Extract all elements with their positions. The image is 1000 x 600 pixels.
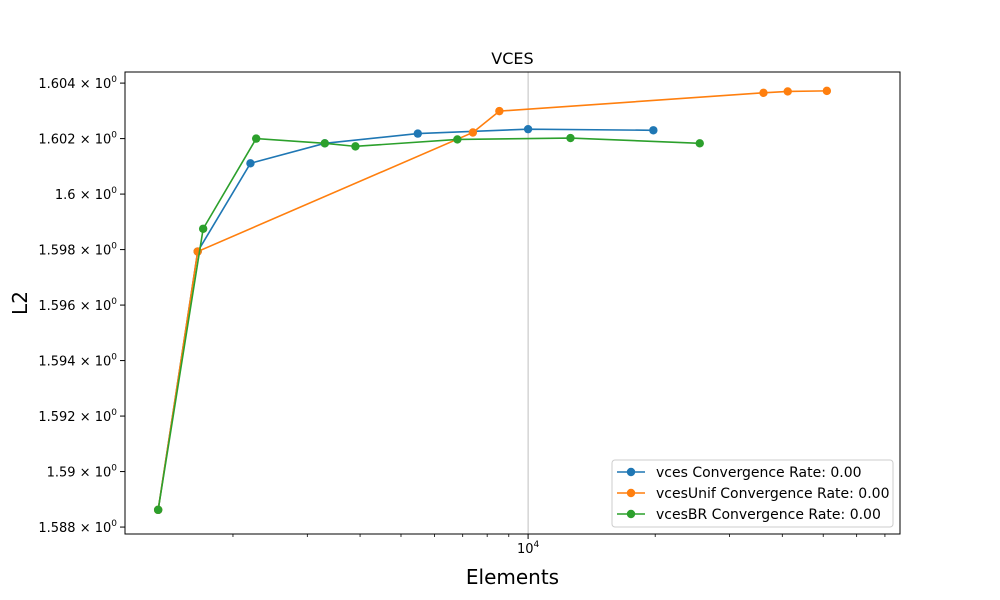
x-tick-label: 104 [517, 540, 540, 557]
data-point [320, 139, 329, 148]
legend-box [611, 459, 894, 528]
y-tick-label: 1.604 × 100 [38, 75, 117, 92]
chart-title: VCES [491, 49, 533, 68]
legend-marker [626, 488, 636, 498]
legend-marker [626, 509, 636, 519]
data-point [523, 124, 533, 134]
data-point [822, 86, 832, 96]
y-tick-label: 1.598 × 100 [38, 242, 117, 259]
data-point [153, 505, 163, 515]
y-tick-label: 1.592 × 100 [38, 408, 117, 425]
data-point [246, 159, 255, 168]
data-point [566, 133, 575, 143]
data-point [495, 106, 504, 116]
series-layer [153, 86, 832, 515]
data-point [759, 88, 768, 98]
data-point [351, 142, 360, 151]
y-tick-label: 1.602 × 100 [38, 131, 117, 148]
y-axis-title: L2 [8, 291, 32, 315]
y-tick-label: 1.596 × 100 [38, 297, 117, 314]
data-point [783, 87, 792, 96]
series-line [157, 137, 700, 510]
data-point [198, 224, 208, 233]
data-point [695, 139, 704, 148]
series-2 [153, 133, 704, 515]
data-point [453, 135, 462, 144]
legend-label: vcesUnif Convergence Rate: 0.00 [656, 486, 889, 502]
y-tick-label: 1.594 × 100 [38, 353, 117, 370]
legend: vces Convergence Rate: 0.00 vcesUnif Conv… [611, 459, 894, 528]
y-tick-label: 1.588 × 100 [38, 519, 117, 536]
data-point [413, 129, 422, 138]
plot-frame [124, 71, 901, 535]
y-tick-label: 1.6 × 100 [55, 186, 117, 203]
legend-label: vces Convergence Rate: 0.00 [656, 465, 862, 481]
data-point [649, 126, 658, 135]
ticks-layer: 104 1.588 × 100 1.59 × 100 1.592 × 100 1.594… [38, 75, 886, 557]
data-point [251, 134, 261, 143]
legend-label: vcesBR Convergence Rate: 0.00 [656, 507, 881, 523]
y-tick-label: 1.59 × 100 [47, 464, 118, 481]
data-point [468, 128, 478, 137]
legend-marker [626, 467, 636, 477]
x-axis-title: Elements [466, 565, 559, 589]
